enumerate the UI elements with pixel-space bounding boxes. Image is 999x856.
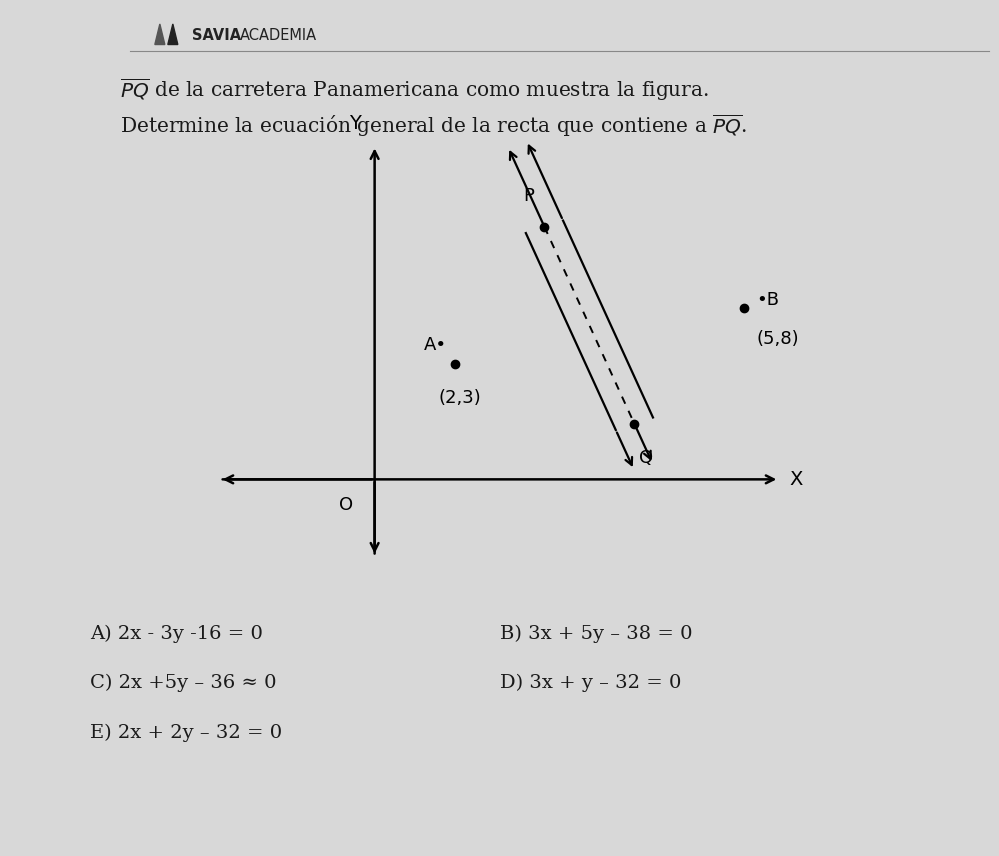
- Text: A•: A•: [424, 336, 447, 354]
- Text: O: O: [339, 496, 353, 514]
- Text: Determine la ecuación general de la recta que contiene a $\overline{PQ}$.: Determine la ecuación general de la rect…: [120, 112, 747, 140]
- Polygon shape: [155, 24, 165, 45]
- Text: SAVIA: SAVIA: [192, 28, 241, 44]
- Text: (2,3): (2,3): [439, 389, 481, 407]
- Text: X: X: [789, 470, 802, 489]
- Text: B) 3x + 5y – 38 = 0: B) 3x + 5y – 38 = 0: [500, 624, 692, 643]
- Text: $\overline{PQ}$ de la carretera Panamericana como muestra la figura.: $\overline{PQ}$ de la carretera Panameri…: [120, 76, 709, 104]
- Polygon shape: [168, 24, 178, 45]
- Text: (5,8): (5,8): [756, 330, 799, 348]
- Text: C) 2x +5y – 36 ≈ 0: C) 2x +5y – 36 ≈ 0: [90, 674, 277, 693]
- Text: •B: •B: [756, 290, 779, 309]
- Text: P: P: [523, 187, 534, 205]
- Text: ACADEMIA: ACADEMIA: [240, 28, 317, 44]
- Text: D) 3x + y – 32 = 0: D) 3x + y – 32 = 0: [500, 674, 681, 693]
- Text: E) 2x + 2y – 32 = 0: E) 2x + 2y – 32 = 0: [90, 723, 282, 742]
- Text: Q: Q: [639, 449, 653, 467]
- Text: Y: Y: [349, 114, 361, 133]
- Text: A) 2x - 3y -16 = 0: A) 2x - 3y -16 = 0: [90, 624, 263, 643]
